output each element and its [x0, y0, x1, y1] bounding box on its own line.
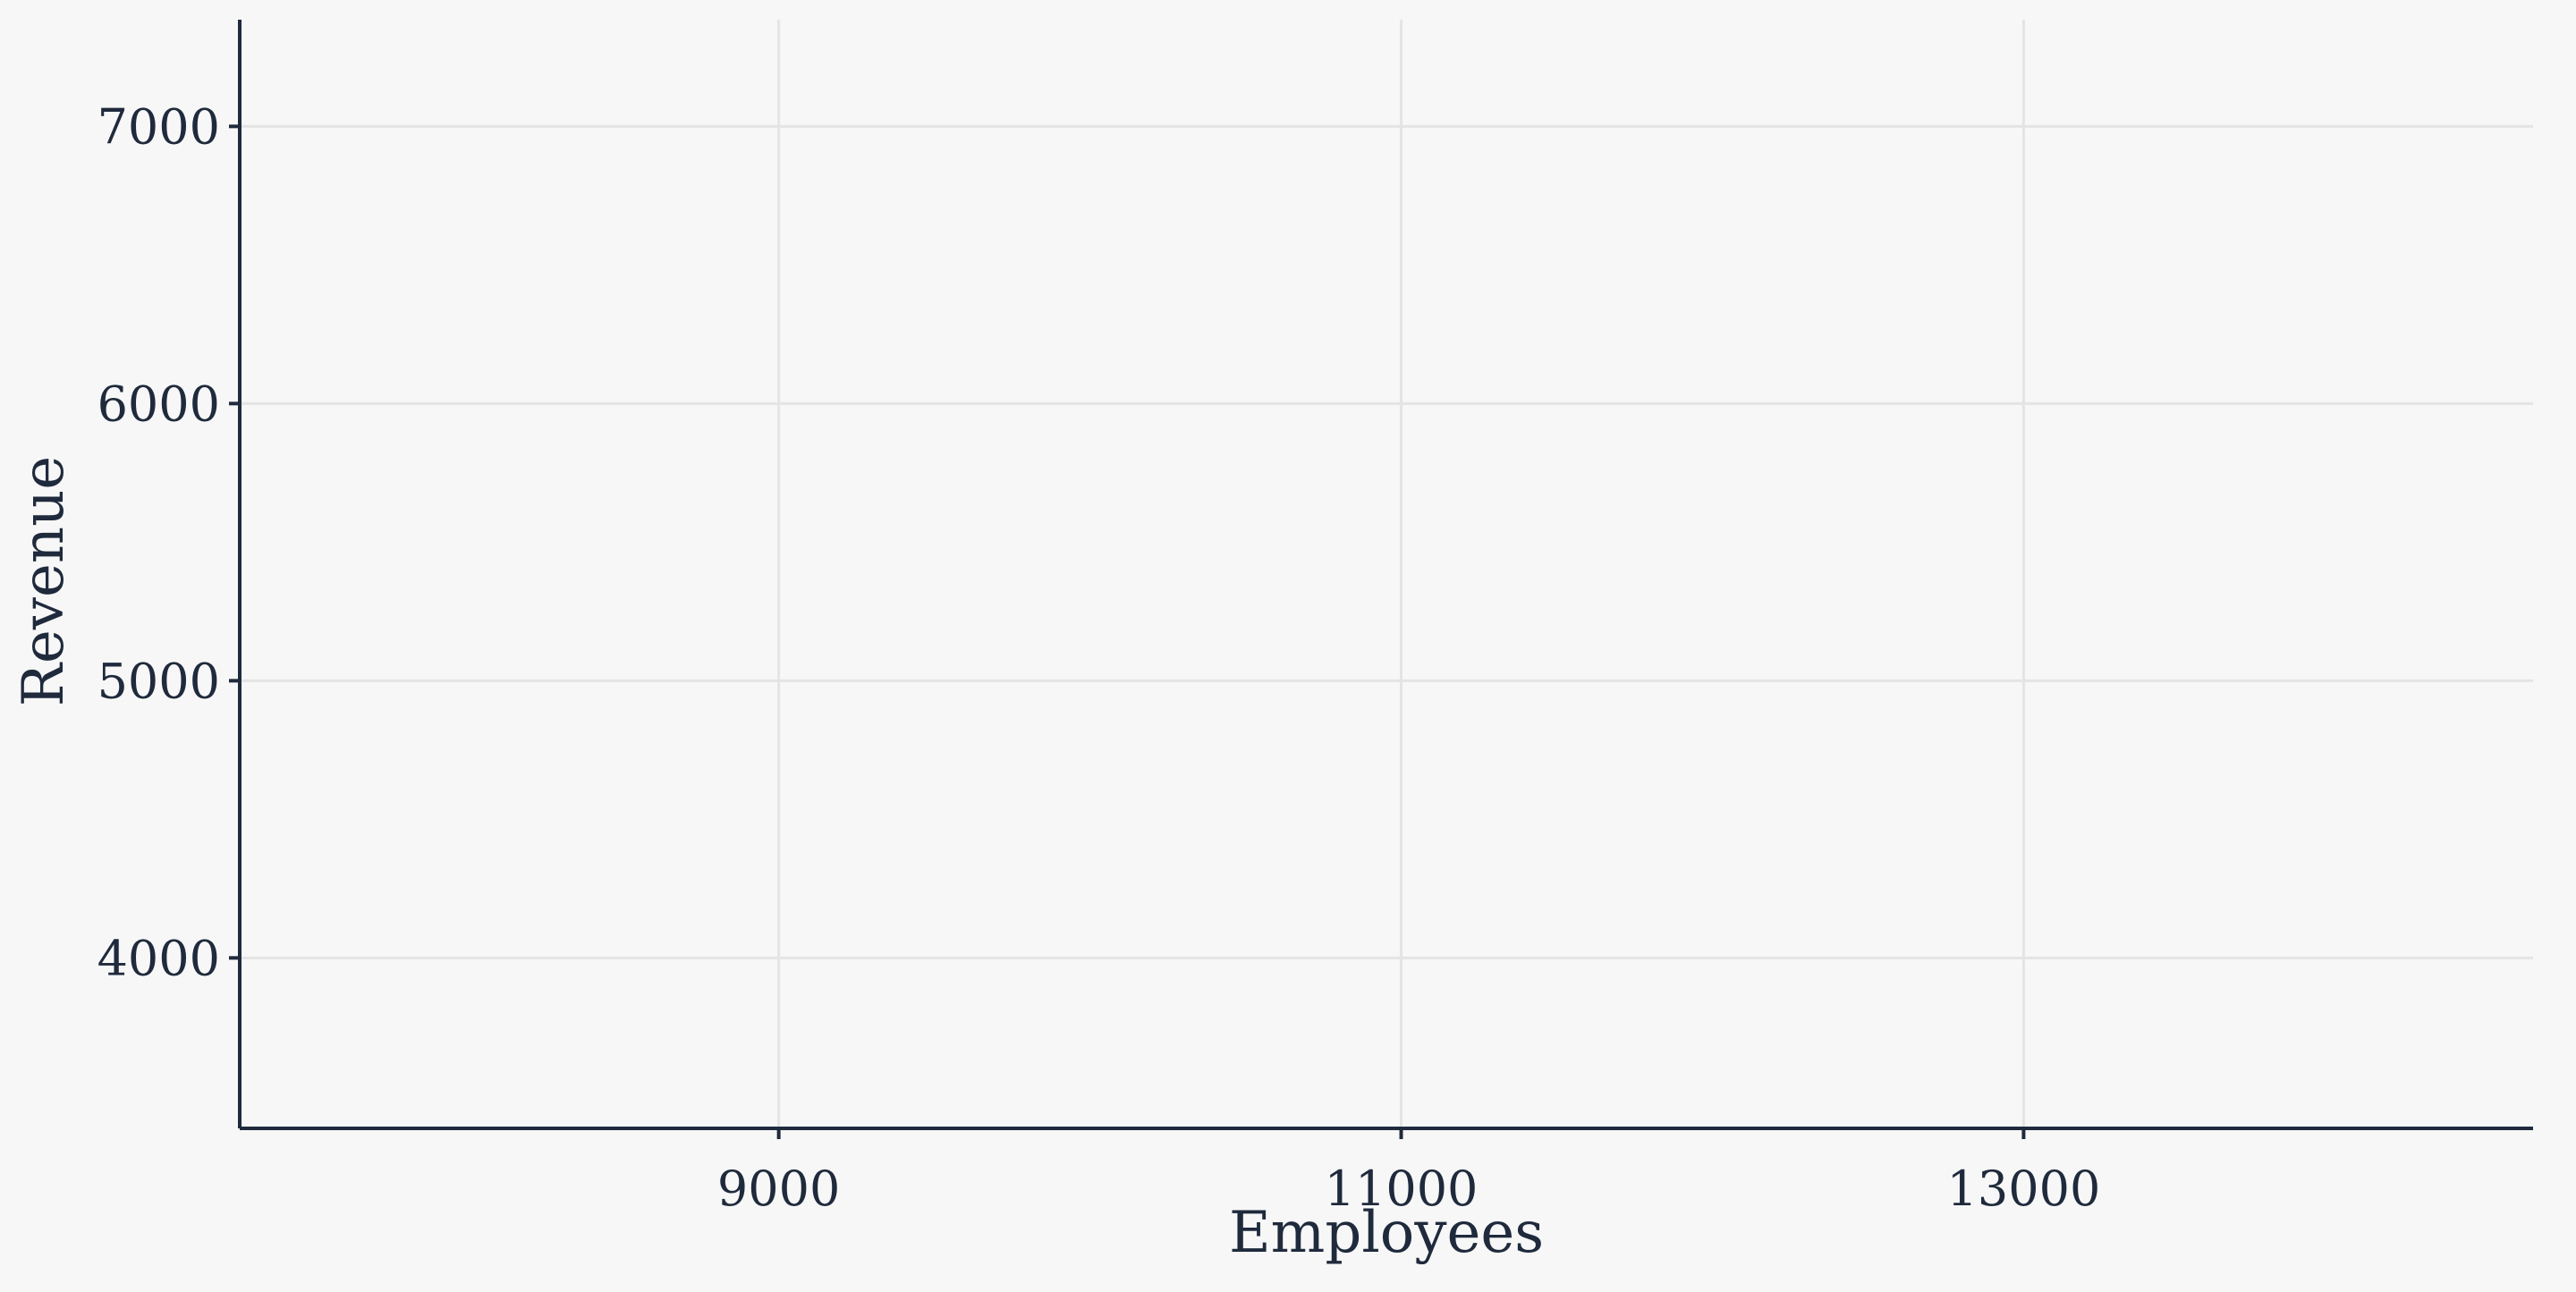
grid-lines: [240, 20, 2533, 1128]
y-tick-label: 7000: [97, 98, 220, 155]
y-tick-label: 6000: [97, 376, 220, 432]
y-tick-label: 4000: [97, 930, 220, 986]
x-tick-label: 13000: [1947, 1161, 2101, 1217]
y-axis-title: Revenue: [11, 456, 77, 706]
axes: [238, 20, 2533, 1130]
tick-marks-and-labels: 9000 11000 13000 4000 5000 6000 7000: [97, 98, 2101, 1217]
x-tick-label: 9000: [717, 1161, 840, 1217]
y-tick-label: 5000: [97, 653, 220, 709]
x-tick-label: 11000: [1325, 1161, 1479, 1217]
x-axis-title: Employees: [1229, 1200, 1544, 1266]
